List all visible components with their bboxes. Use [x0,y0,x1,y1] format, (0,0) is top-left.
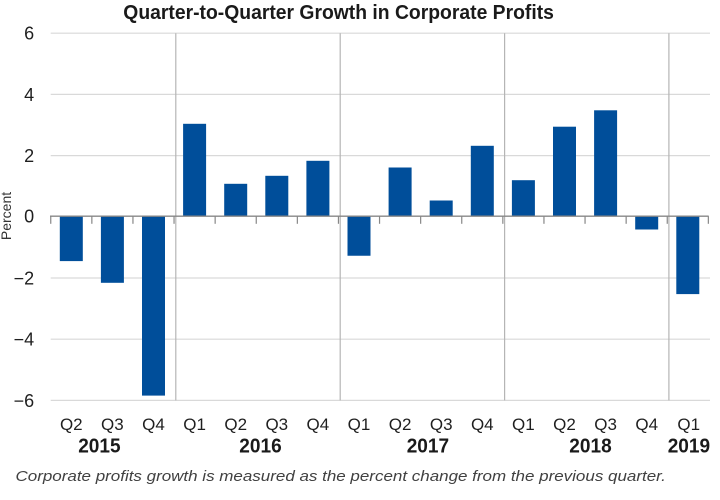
svg-text:Q1: Q1 [348,415,371,434]
svg-text:Q4: Q4 [635,415,658,434]
svg-text:2017: 2017 [407,436,449,458]
svg-text:Corporate profits growth is me: Corporate profits growth is measured as … [16,468,666,485]
svg-text:Q4: Q4 [307,415,330,434]
svg-text:2016: 2016 [239,436,281,458]
svg-text:Q1: Q1 [183,415,206,434]
svg-text:Q3: Q3 [101,415,124,434]
svg-text:2015: 2015 [78,436,120,458]
svg-text:−4: −4 [14,330,35,350]
svg-text:2: 2 [24,146,34,166]
svg-text:2018: 2018 [569,436,611,458]
svg-text:Q4: Q4 [471,415,494,434]
svg-text:Q4: Q4 [142,415,165,434]
svg-text:2019: 2019 [668,436,710,458]
svg-text:Quarter-to-Quarter Growth in C: Quarter-to-Quarter Growth in Corporate P… [123,2,554,24]
svg-text:Q2: Q2 [224,415,247,434]
svg-text:Q3: Q3 [430,415,453,434]
svg-text:Q1: Q1 [677,415,700,434]
svg-text:Q3: Q3 [265,415,288,434]
svg-text:0: 0 [24,207,34,227]
svg-text:Q3: Q3 [594,415,617,434]
svg-text:Q2: Q2 [389,415,412,434]
svg-text:−2: −2 [14,268,35,288]
svg-text:6: 6 [24,24,34,44]
svg-text:Q2: Q2 [60,415,83,434]
svg-text:Q1: Q1 [512,415,535,434]
svg-text:4: 4 [24,85,34,105]
svg-text:Percent: Percent [0,192,14,240]
svg-text:−6: −6 [14,391,35,411]
svg-text:Q2: Q2 [553,415,576,434]
